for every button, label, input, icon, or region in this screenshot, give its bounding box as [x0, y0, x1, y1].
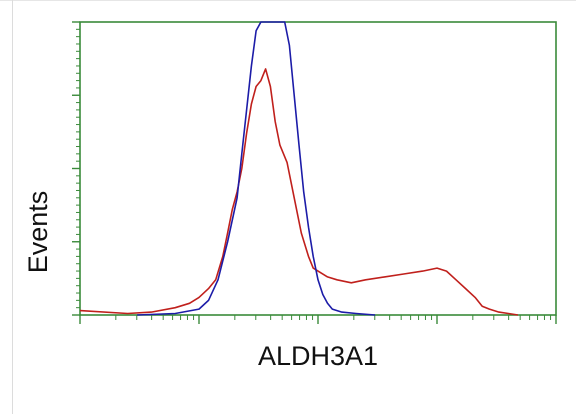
series-group: [79, 21, 519, 316]
y-axis-label: Events: [23, 191, 53, 274]
axes-group: [72, 21, 557, 324]
series-line-2: [137, 21, 376, 316]
top-border: [0, 0, 576, 1]
left-border: [12, 0, 13, 414]
series-line-1: [79, 68, 519, 316]
x-axis-label: ALDH3A1: [258, 341, 378, 371]
